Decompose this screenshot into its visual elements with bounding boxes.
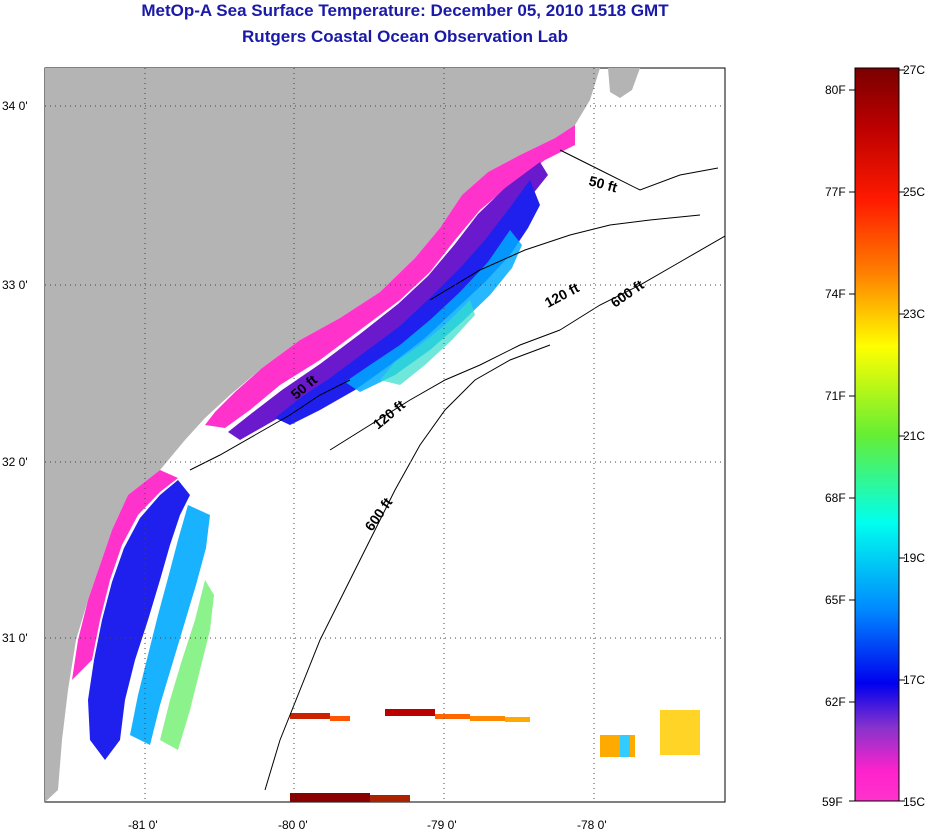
warm-streaks [290,709,700,802]
contour-label-50ft-north: 50 ft [587,172,619,195]
colorbar-c-15: 15C [903,795,925,809]
colorbar-c-19: 19C [903,551,925,565]
colorbar-ticks [849,69,905,802]
lat-label-33: 33 0' [2,278,28,292]
land-patch [608,68,640,98]
map-subtitle: Rutgers Coastal Ocean Observation Lab [242,27,568,46]
map-title: MetOp-A Sea Surface Temperature: Decembe… [141,1,669,20]
colorbar-f-68: 68F [825,491,846,505]
lat-label-34: 34 0' [2,99,28,113]
colorbar-f-80: 80F [825,83,846,97]
colorbar-f-59: 59F [822,795,843,809]
lat-label-32: 32 0' [2,455,28,469]
isobath-contours [189,149,725,791]
colorbar-gradient [854,67,900,802]
colorbar-f-65: 65F [825,593,846,607]
colorbar-c-17: 17C [903,673,925,687]
lon-label-81: -81 0' [128,818,158,832]
lon-label-78: -78 0' [577,818,607,832]
lon-label-80: -80 0' [278,818,308,832]
colorbar-c-25: 25C [903,185,925,199]
sst-swath-south [72,470,214,760]
colorbar-f-77: 77F [825,185,846,199]
colorbar-f-62: 62F [825,695,846,709]
colorbar-f-74: 74F [825,287,846,301]
land-mass [45,68,600,802]
lat-label-31: 31 0' [2,631,28,645]
sst-swath-north [205,125,575,440]
graticule [45,68,725,802]
colorbar-c-27: 27C [903,63,925,77]
lon-label-79: -79 0' [427,818,457,832]
colorbar-f-71: 71F [825,389,846,403]
colorbar-c-21: 21C [903,429,925,443]
colorbar-c-23: 23C [903,307,925,321]
